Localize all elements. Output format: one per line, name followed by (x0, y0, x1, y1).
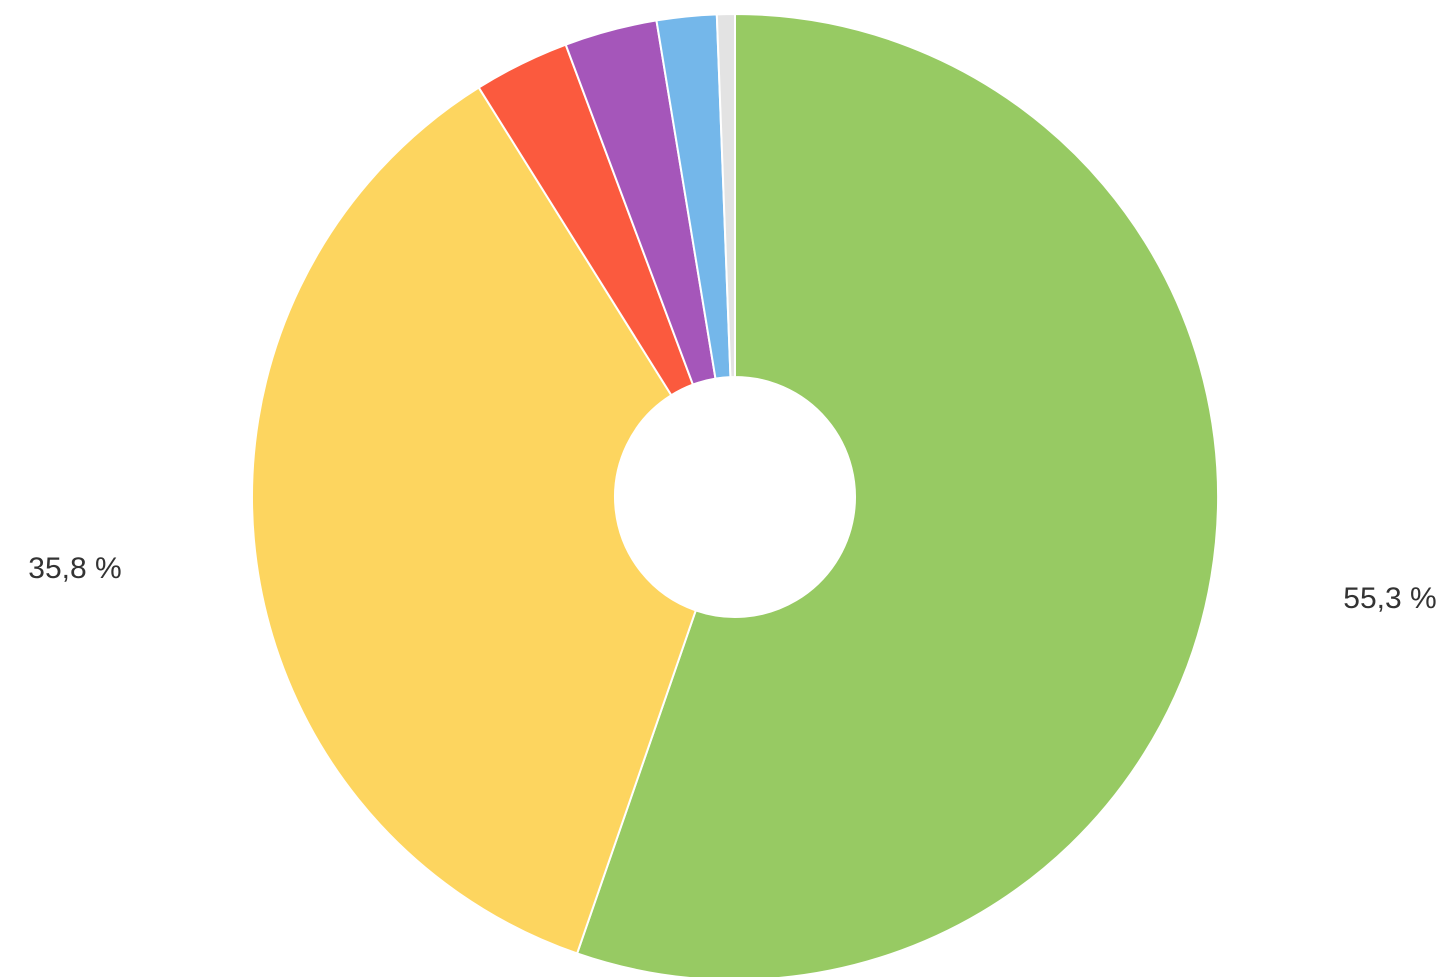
slices-group (251, 12, 1219, 977)
pie-slice-1[interactable] (251, 86, 698, 955)
labels-group: 55,3 % 35,8 % (28, 552, 1436, 615)
slice-label-1: 35,8 % (28, 552, 121, 585)
donut-hole (615, 377, 855, 617)
slice-label-0: 55,3 % (1343, 582, 1436, 615)
